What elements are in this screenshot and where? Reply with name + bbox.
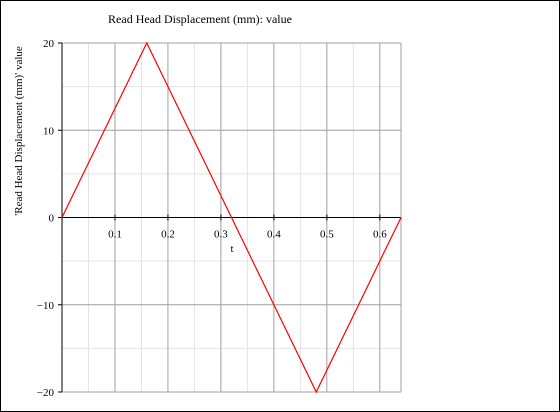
y-tick-label: 10 [43, 125, 55, 137]
x-tick-label: 0.2 [161, 229, 175, 241]
x-tick-label: 0.3 [214, 229, 228, 241]
x-tick-label: 0.4 [267, 229, 281, 241]
chart-title: Read Head Displacement (mm): value [108, 12, 292, 26]
y-tick-label: 20 [43, 38, 55, 50]
y-tick-label: −20 [37, 387, 55, 399]
y-tick-label: −10 [37, 300, 55, 312]
axes [58, 42, 401, 393]
labels-layer: Read Head Displacement (mm): value t 'Re… [13, 12, 387, 399]
x-tick-label: 0.1 [108, 229, 122, 241]
series-layer [61, 41, 402, 394]
x-axis-label: t [230, 243, 233, 255]
y-axis-label: 'Read Head Displacement (mm)' value [13, 46, 25, 216]
x-tick-label: 0.5 [320, 229, 334, 241]
y-tick-label: 0 [49, 213, 55, 225]
series-line [61, 41, 402, 394]
x-tick-label: 0.6 [373, 229, 387, 241]
minor-grid [62, 43, 401, 392]
